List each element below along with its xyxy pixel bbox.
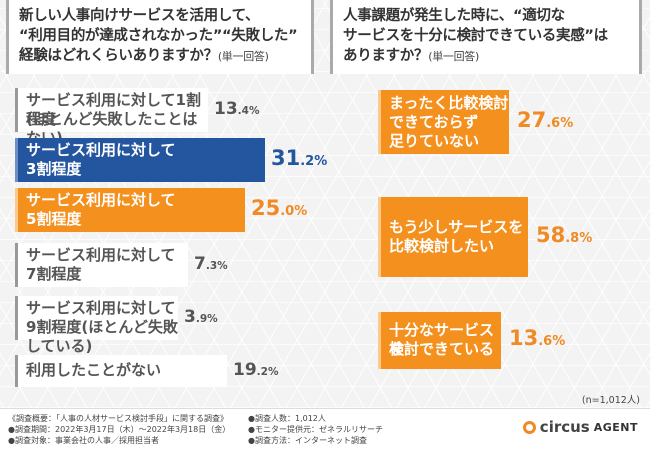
right-value-label-2: 13.6%: [509, 326, 565, 350]
left-value-label-2: 25.0%: [251, 196, 307, 220]
left-bar-label-2-0: サービス利用に対して: [26, 191, 176, 209]
right-value-dec-1: .8%: [565, 231, 593, 246]
left-bar-4: サービス利用に対して 9割程度(ほとんど失敗している): [15, 296, 178, 355]
left-title-line-3: 経験はどれくらいありますか？(単一回答): [19, 46, 301, 67]
left-bar-1: サービス利用に対して 3割程度: [15, 138, 265, 182]
logo-brand: circus: [539, 418, 590, 436]
footer-period: ●調査期間：2022年3月17日（木）～2022年3月18日（金）: [8, 425, 231, 434]
left-value-dec-1: .2%: [300, 154, 328, 170]
left-value-label-0: 13.4%: [214, 99, 260, 119]
left-value-int-0: 13: [214, 98, 238, 119]
left-value-label-5: 19.2%: [233, 360, 279, 380]
right-value-label-1: 58.8%: [536, 223, 592, 247]
right-bar-label-0-2: 足りていない: [389, 132, 480, 150]
right-bar-2: 十分なサービスを 検討できている: [378, 312, 501, 369]
left-bar-0: サービス利用に対して1割程度(ほとんど失敗したことはない): [15, 88, 208, 147]
right-bar-label-1-1: 比較検討したい: [389, 237, 495, 255]
left-bar-label-3-1: 7割程度: [26, 265, 82, 283]
left-question-title: 新しい人事向けサービスを活用して、 “利用目的が達成されなかった”“失敗した” …: [6, 0, 314, 74]
footer-count: ●調査人数：1,012人: [248, 414, 326, 423]
left-bar-label-5-0: 利用したことがない: [26, 361, 162, 379]
footer-overview: 《調査概要：「人事の人材サービス検討手段」に関する調査》: [8, 414, 228, 423]
right-bar-label-2-1: 検討できている: [389, 340, 495, 358]
footer-target: ●調査対象：事業会社の人事／採用担当者: [8, 436, 159, 445]
left-value-label-1: 31.2%: [271, 146, 327, 170]
left-title-line-1: 新しい人事向けサービスを活用して、: [19, 8, 260, 24]
logo-sub: AGENT: [593, 420, 638, 434]
footer-method: ●調査方法：インターネット調査: [248, 436, 367, 445]
left-bar-label-3-0: サービス利用に対して: [26, 246, 176, 264]
left-value-int-2: 25: [251, 196, 281, 221]
left-bar-label-0-0: サービス利用に対して1割程度: [26, 91, 201, 128]
right-title-line-1: 人事課題が発生した時に、“適切な: [343, 8, 565, 24]
left-value-int-1: 31: [271, 146, 301, 171]
right-bar-label-1-0: もう少しサービスを: [389, 218, 524, 236]
left-value-label-4: 3.9%: [184, 307, 218, 327]
right-bar-label-0-0: まったく比較検討: [389, 94, 509, 112]
right-value-dec-0: .6%: [546, 116, 574, 132]
left-bar-label-4-1: 9割程度(ほとんど失敗している): [26, 318, 178, 355]
circus-agent-logo: circus AGENT: [522, 418, 638, 436]
left-bar-label-1-0: サービス利用に対して: [26, 141, 176, 159]
right-value-int-2: 13: [509, 326, 539, 351]
left-title-note: (単一回答): [217, 50, 269, 63]
left-bar-5: 利用したことがない: [15, 355, 227, 387]
right-title-line-2: サービスを十分に検討できている実感”は: [343, 28, 608, 44]
right-bar-label-0-1: できておらず: [389, 113, 479, 131]
left-value-dec-4: .9%: [195, 312, 218, 325]
right-value-dec-2: .6%: [538, 334, 566, 350]
right-value-int-1: 58: [536, 223, 566, 247]
left-value-label-3: 7.3%: [194, 254, 228, 274]
left-value-int-3: 7: [194, 253, 206, 274]
sample-size: (n=1,012人): [581, 395, 640, 406]
footer-provider: ●モニター提供元：ゼネラルリサーチ: [248, 425, 383, 434]
right-title-line-3: ありますか？(単一回答): [343, 46, 629, 67]
left-bar-label-4-0: サービス利用に対して: [26, 299, 176, 317]
right-bar-label-2-0: 十分なサービスを: [389, 321, 495, 358]
right-title-note: (単一回答): [428, 50, 479, 63]
left-value-dec-0: .4%: [237, 104, 260, 117]
left-bar-label-1-1: 3割程度: [26, 160, 82, 178]
left-bar-2: サービス利用に対して 5割程度: [15, 188, 245, 232]
left-value-int-5: 19: [233, 359, 257, 380]
right-value-int-0: 27: [517, 108, 547, 133]
right-bar-0: まったく比較検討 できておらず 足りていない: [378, 90, 509, 154]
left-value-dec-3: .3%: [205, 259, 228, 272]
left-bar-3: サービス利用に対して 7割程度: [15, 243, 188, 287]
left-value-dec-5: .2%: [256, 365, 279, 378]
left-title-line-2: “利用目的が達成されなかった”“失敗した”: [19, 28, 298, 44]
right-question-title: 人事課題が発生した時に、“適切な サービスを十分に検討できている実感”は ありま…: [330, 0, 642, 74]
left-value-int-4: 3: [184, 306, 196, 327]
right-value-label-0: 27.6%: [517, 108, 573, 132]
left-title-line-3-text: 経験はどれくらいありますか？: [19, 48, 218, 64]
survey-footer: 《調査概要：「人事の人材サービス検討手段」に関する調査》 ●調査期間：2022年…: [0, 408, 650, 450]
right-title-line-3-text: ありますか？: [343, 48, 429, 64]
left-value-dec-2: .0%: [280, 204, 308, 220]
right-bar-1: もう少しサービスを 比較検討したい: [378, 197, 528, 277]
circus-logo-icon: [522, 420, 536, 434]
left-bar-label-2-1: 5割程度: [26, 210, 82, 228]
